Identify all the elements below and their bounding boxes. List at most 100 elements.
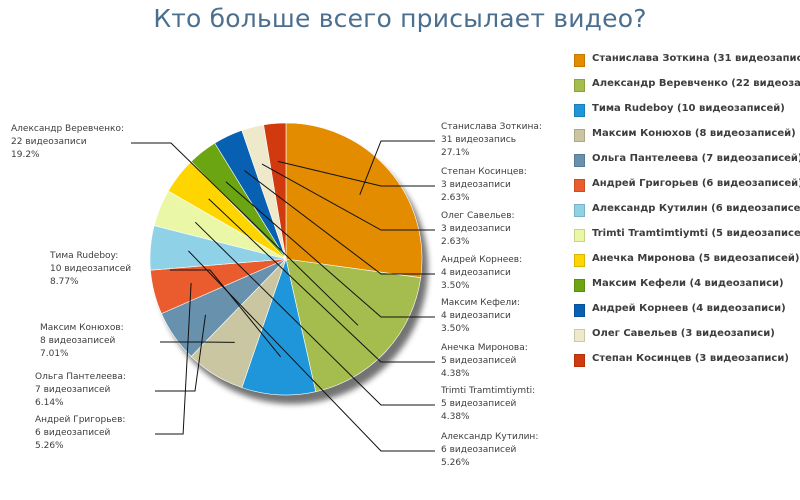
- legend-label: Александр Веревченко (22 видеозаписи): [592, 78, 800, 89]
- slice-label: Максим Кефели: 4 видеозаписи 3.50%: [441, 298, 520, 334]
- slice-label-line: Александр Кутилин:: [441, 432, 538, 442]
- slice-label: Александр Веревченко: 22 видеозаписи 19.2%: [11, 124, 124, 160]
- slice-label-line: 6.14%: [35, 398, 64, 408]
- legend-item: Тима Rudeboy (10 видеозаписей): [572, 100, 800, 125]
- slice-label-line: 4 видеозаписи: [441, 268, 511, 278]
- slice-label-line: 8 видеозаписей: [40, 336, 116, 346]
- leader-line: [277, 160, 435, 187]
- slice-label-line: 4.38%: [441, 369, 470, 379]
- legend-swatch: [574, 79, 585, 92]
- slice-label-line: 4 видеозаписи: [441, 311, 511, 321]
- leader-line: [194, 221, 435, 406]
- slice-label-line: Анечка Миронова:: [441, 343, 528, 353]
- leader-line: [261, 163, 435, 231]
- leader-line: [225, 181, 435, 318]
- leader-line: [359, 140, 435, 195]
- legend-item: Ольга Пантелеева (7 видеозаписей): [572, 150, 800, 175]
- slice-label-line: 7 видеозаписей: [35, 385, 111, 395]
- slice-label-line: Александр Веревченко:: [11, 124, 124, 134]
- slice-labels: Станислава Зоткина: 31 видеозапись 27.1% Ал…: [11, 122, 542, 468]
- leader-line: [208, 198, 435, 363]
- pie-slice: [285, 258, 422, 393]
- slice-label-line: Ольга Пантелеева:: [35, 372, 126, 382]
- legend-swatch: [574, 154, 585, 167]
- legend-swatch: [574, 204, 585, 217]
- slice-label-line: Андрей Корнеев:: [441, 255, 522, 265]
- legend-label: Андрей Григорьев (6 видеозаписей): [592, 178, 800, 189]
- legend-swatch: [574, 304, 585, 317]
- legend-swatch: [574, 254, 585, 267]
- slice-label: Андрей Григорьев: 6 видеозаписей 5.26%: [35, 415, 125, 451]
- legend-item: Максим Конюхов (8 видеозаписей): [572, 125, 800, 150]
- legend-swatch: [574, 129, 585, 142]
- slice-label-line: 3 видеозаписи: [441, 180, 511, 190]
- slice-label-line: 2.63%: [441, 237, 470, 247]
- slice-label-line: Олег Савельев:: [441, 211, 515, 221]
- slice-label-line: Максим Конюхов:: [40, 323, 124, 333]
- legend-item: Станислава Зоткина (31 видеозапись): [572, 50, 800, 75]
- legend-item: Максим Кефели (4 видеозаписи): [572, 275, 800, 300]
- legend-swatch: [574, 229, 585, 242]
- slice-label: Станислава Зоткина: 31 видеозапись 27.1%: [441, 122, 542, 158]
- slice-label-line: 7.01%: [40, 349, 69, 359]
- legend-item: Степан Косинцев (3 видеозаписи): [572, 350, 800, 375]
- slice-label-line: 5 видеозаписей: [441, 399, 517, 409]
- legend-item: Андрей Григорьев (6 видеозаписей): [572, 175, 800, 200]
- legend-label: Trimti Tramtimtiymti (5 видеозаписей): [592, 228, 800, 239]
- slice-label: Максим Конюхов: 8 видеозаписей 7.01%: [40, 323, 124, 359]
- legend-item: Trimti Tramtimtiymti (5 видеозаписей): [572, 225, 800, 250]
- slice-label-line: 3.50%: [441, 281, 470, 291]
- leader-line: [170, 269, 281, 358]
- leader-line: [155, 282, 192, 435]
- pie-slice: [285, 122, 423, 279]
- chart-title: Кто больше всего присылает видео?: [153, 4, 647, 33]
- slice-label-line: 3.50%: [441, 324, 470, 334]
- legend-item: Андрей Корнеев (4 видеозаписи): [572, 300, 800, 325]
- slice-label-line: 3 видеозаписи: [441, 224, 511, 234]
- legend-item: Анечка Миронова (5 видеозаписей): [572, 250, 800, 275]
- legend-label: Степан Косинцев (3 видеозаписи): [592, 353, 789, 364]
- legend-item: Олег Савельев (3 видеозаписи): [572, 325, 800, 350]
- slice-label-line: 5.26%: [35, 441, 64, 451]
- slice-label-line: 4.38%: [441, 412, 470, 422]
- slice-label-line: Степан Косинцев:: [441, 167, 527, 177]
- slice-label-line: 10 видеозаписей: [50, 264, 131, 274]
- slice-label-line: Станислава Зоткина:: [441, 122, 542, 132]
- slice-label-line: 2.63%: [441, 193, 470, 203]
- legend-swatch: [574, 104, 585, 117]
- legend-label: Александр Кутилин (6 видеозаписей): [592, 203, 800, 214]
- legend-label: Ольга Пантелеева (7 видеозаписей): [592, 153, 800, 164]
- slice-label: Анечка Миронова: 5 видеозаписей 4.38%: [441, 343, 528, 379]
- slice-label: Александр Кутилин: 6 видеозаписей 5.26%: [441, 432, 538, 468]
- leader-line: [155, 314, 206, 392]
- legend-item: Александр Кутилин (6 видеозаписей): [572, 200, 800, 225]
- slice-label-line: 5 видеозаписей: [441, 356, 517, 366]
- slice-label-line: 22 видеозаписи: [11, 137, 87, 147]
- legend-swatch: [574, 279, 585, 292]
- slice-label-line: 5.26%: [441, 458, 470, 468]
- pie-slice: [263, 122, 287, 260]
- slice-label: Тима Rudeboy: 10 видеозаписей 8.77%: [49, 251, 131, 287]
- slice-label: Ольга Пантелеева: 7 видеозаписей 6.14%: [35, 372, 126, 408]
- legend-label: Максим Кефели (4 видеозаписи): [592, 278, 784, 289]
- slice-label-line: Максим Кефели:: [441, 298, 520, 308]
- legend-label: Олег Савельев (3 видеозаписи): [592, 328, 775, 339]
- legend-label: Андрей Корнеев (4 видеозаписи): [592, 303, 786, 314]
- legend-swatch: [574, 354, 585, 367]
- slice-label: Андрей Корнеев: 4 видеозаписи 3.50%: [441, 255, 522, 291]
- slice-label: Олег Савельев: 3 видеозаписи 2.63%: [441, 211, 515, 247]
- legend-label: Тима Rudeboy (10 видеозаписей): [592, 103, 785, 114]
- legend-label: Максим Конюхов (8 видеозаписей): [592, 128, 796, 139]
- leader-line: [131, 142, 359, 326]
- pie-slices: [149, 122, 423, 396]
- legend-swatch: [574, 54, 585, 67]
- slice-label-line: 19.2%: [11, 150, 40, 160]
- slice-label-line: 31 видеозапись: [441, 135, 516, 145]
- leader-line: [243, 170, 435, 275]
- legend-item: Александр Веревченко (22 видеозаписи): [572, 75, 800, 100]
- legend-swatch: [574, 179, 585, 192]
- legend-label: Станислава Зоткина (31 видеозапись): [592, 53, 800, 64]
- slice-label-line: 6 видеозаписей: [35, 428, 111, 438]
- leader-lines: [131, 140, 435, 452]
